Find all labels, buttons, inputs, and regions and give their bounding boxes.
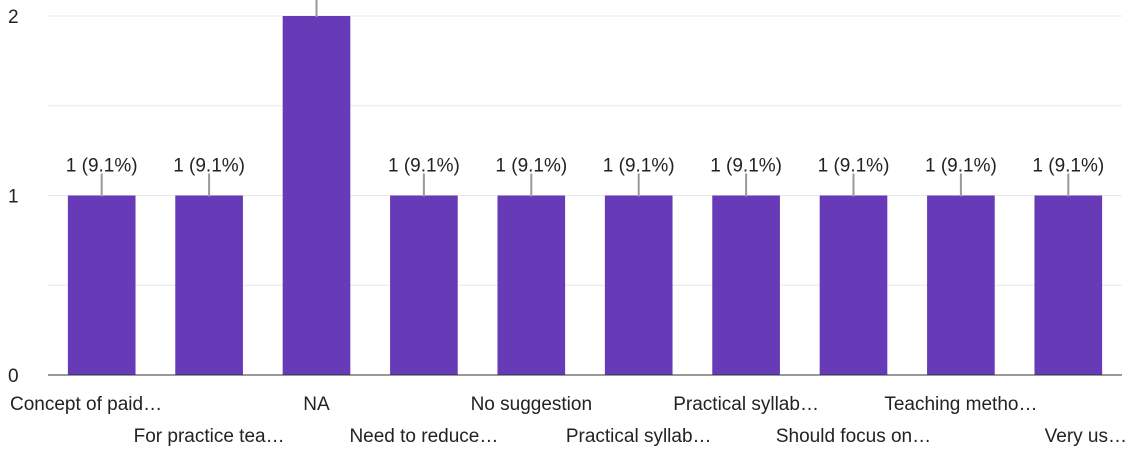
bar	[67, 195, 136, 375]
bar	[390, 195, 458, 375]
bars	[67, 16, 1103, 375]
x-category-label: Practical syllab…	[566, 426, 712, 447]
data-label: 1 (9.1%)	[173, 156, 245, 177]
data-label: 1 (9.1%)	[1032, 156, 1104, 177]
x-category-label: Teaching metho…	[884, 394, 1037, 415]
data-labels: 1 (9.1%)1 (9.1%)2 (18.2%)1 (9.1%)1 (9.1%…	[66, 156, 1104, 177]
bar	[604, 195, 673, 375]
bar	[497, 195, 566, 375]
x-category-label: Practical syllab…	[673, 394, 819, 415]
y-tick-label: 1	[8, 187, 19, 208]
x-category-label: NA	[303, 394, 330, 415]
data-label: 1 (9.1%)	[710, 156, 782, 177]
data-label: 1 (9.1%)	[388, 156, 460, 177]
bar	[819, 195, 888, 375]
bar	[927, 195, 995, 375]
bar	[282, 16, 351, 375]
data-label: 1 (9.1%)	[818, 156, 890, 177]
data-label: 1 (9.1%)	[66, 156, 138, 177]
x-axis-category-labels: Concept of paid… For practice tea… NA Need …	[10, 394, 1127, 447]
x-category-label: Should focus on…	[776, 426, 931, 447]
bar	[175, 195, 243, 375]
x-category-label: No suggestion	[471, 394, 592, 415]
bar	[712, 195, 780, 375]
data-label: 1 (9.1%)	[495, 156, 567, 177]
x-category-label: Very us…	[1045, 426, 1127, 447]
data-label: 1 (9.1%)	[925, 156, 997, 177]
y-tick-label: 2	[8, 7, 19, 28]
x-category-label: Need to reduce…	[349, 426, 498, 447]
x-category-label: Concept of paid…	[10, 394, 162, 415]
y-axis-ticks: 0 1 2	[8, 7, 19, 387]
data-label-connectors	[100, 0, 1070, 197]
bar	[1034, 195, 1103, 375]
x-category-label: For practice tea…	[134, 426, 285, 447]
y-tick-label: 0	[8, 366, 19, 387]
data-label: 1 (9.1%)	[603, 156, 675, 177]
